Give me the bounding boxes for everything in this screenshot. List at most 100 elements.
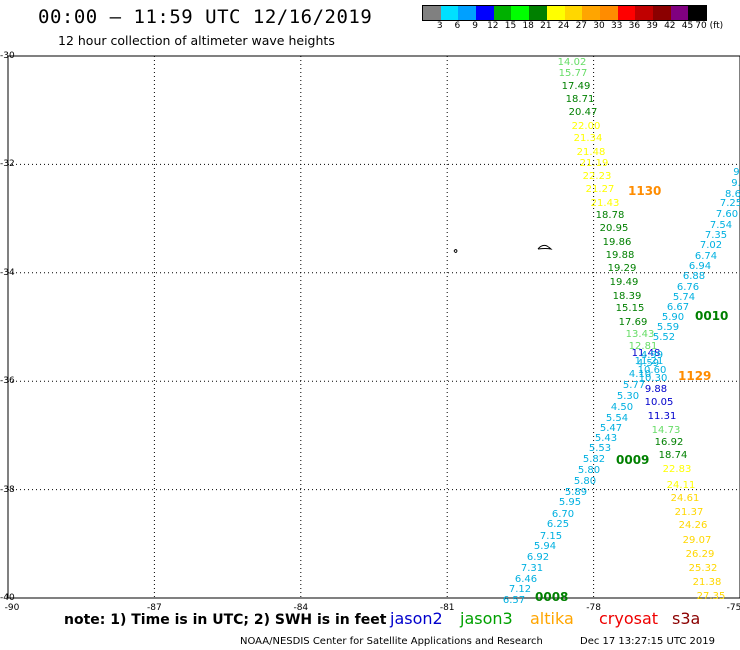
wave-height-value: 5.59: [656, 322, 680, 333]
legend-swatch: [564, 6, 583, 20]
wave-height-value: 22.83: [662, 464, 692, 475]
wave-height-value: 9.: [731, 178, 740, 189]
lon-label: -84: [293, 603, 309, 613]
wave-height-value: 5.43: [594, 433, 618, 444]
wave-height-value: 18.74: [658, 450, 688, 461]
wave-height-value: 5.77: [622, 380, 646, 391]
wave-height-value: 5.30: [616, 391, 640, 402]
wave-height-value: 20.95: [599, 223, 629, 234]
lon-label: -81: [439, 603, 455, 613]
wave-height-value: 5.74: [672, 292, 696, 303]
wave-height-value: 5.52: [652, 332, 676, 343]
wave-height-value: 7.02: [699, 240, 723, 251]
wave-height-value: 5.80: [573, 476, 597, 487]
wave-height-value: 9.88: [644, 384, 668, 395]
footer-note: note: 1) Time is in UTC; 2) SWH is in fe…: [64, 612, 387, 628]
wave-height-value: 6.57: [502, 595, 526, 606]
legend-swatch: [529, 6, 547, 20]
wave-height-value: 24.61: [670, 493, 700, 504]
legend-swatch: [652, 6, 671, 20]
map-title: 00:00 – 11:59 UTC 12/16/2019: [38, 6, 373, 28]
wave-height-value: 7.60: [715, 209, 739, 220]
wave-height-value: 5.53: [588, 443, 612, 454]
wave-height-value: 19.88: [605, 250, 635, 261]
legend-swatch: [493, 6, 512, 20]
wave-height-value: 5.80: [577, 465, 601, 476]
map-subtitle: 12 hour collection of altimeter wave hei…: [58, 33, 335, 48]
wave-height-value: 4.50: [610, 402, 634, 413]
lon-label: -75: [726, 603, 740, 613]
lat-label: -36: [0, 376, 15, 387]
wave-height-value: 17.69: [618, 317, 648, 328]
wave-height-value: 26.29: [685, 549, 715, 560]
time-label: 0008: [535, 590, 569, 604]
legend-label: 30: [593, 21, 605, 31]
wave-height-value: 21.37: [674, 507, 704, 518]
wave-height-value: 5.95: [558, 497, 582, 508]
legend-label: 24: [557, 21, 570, 31]
wave-height-value: 7.35: [704, 230, 728, 241]
wave-height-value: 8.6: [725, 189, 740, 200]
color-legend: [422, 5, 707, 21]
wave-height-value: 7.15: [539, 531, 563, 542]
wave-height-value: 14.73: [651, 425, 681, 436]
wave-height-value: 6.76: [676, 282, 700, 293]
island-shape: [453, 249, 458, 253]
wave-height-value: 7.54: [709, 220, 733, 231]
wave-height-value: 5.82: [582, 454, 606, 465]
wave-height-value: 11.31: [647, 411, 677, 422]
lat-label: -40: [0, 593, 15, 603]
legend-label: 9: [472, 21, 478, 31]
wave-height-value: 18.78: [595, 210, 625, 221]
wave-height-value: 6.46: [514, 574, 538, 585]
map-grid: [7, 55, 740, 599]
legend-label: 18: [522, 21, 534, 31]
wave-height-value: 15.77: [558, 68, 588, 79]
wave-height-value: 21.19: [579, 158, 609, 169]
satellite-legend-item: jason3: [460, 609, 513, 628]
footer-timestamp: Dec 17 13:27:15 UTC 2019: [580, 636, 715, 647]
time-label: 1129: [678, 369, 712, 383]
wave-height-value: 11.21: [634, 356, 664, 367]
wave-height-value: 19.49: [609, 277, 639, 288]
legend-label: 39: [646, 21, 658, 31]
wave-height-value: 21.48: [576, 147, 606, 158]
legend-swatch: [423, 6, 441, 20]
wave-height-value: 24.26: [678, 520, 708, 531]
legend-label: 27: [575, 21, 588, 31]
legend-swatch: [670, 6, 689, 20]
wave-height-value: 22.23: [582, 171, 612, 182]
map-plot-area[interactable]: [7, 55, 740, 599]
legend-swatch: [688, 6, 706, 20]
map-frame: [7, 55, 740, 599]
satellite-legend-item: jason2: [390, 609, 443, 628]
lon-label: -87: [147, 603, 162, 613]
wave-height-value: 4.59: [636, 358, 660, 369]
legend-swatch: [546, 6, 565, 20]
wave-height-value: 9.: [733, 167, 740, 178]
legend-label: 21: [540, 21, 552, 31]
legend-label: 42: [664, 21, 676, 31]
lat-label: -34: [0, 267, 15, 278]
wave-height-value: 14.02: [557, 57, 587, 68]
wave-height-value: 21.27: [585, 184, 615, 195]
legend-swatch: [617, 6, 636, 20]
wave-height-value: 6.74: [694, 251, 718, 262]
wave-height-value: 5.89: [564, 487, 588, 498]
legend-swatch: [440, 6, 459, 20]
satellite-legend-item: altika: [530, 609, 574, 628]
legend-swatch: [582, 6, 600, 20]
wave-height-value: 5.47: [599, 423, 623, 434]
wave-height-value: 7.12: [508, 584, 532, 595]
wave-height-value: 10.60: [637, 365, 667, 376]
wave-height-value: 6.92: [526, 552, 550, 563]
wave-height-value: 16.92: [654, 437, 684, 448]
wave-height-value: 6.70: [551, 509, 575, 520]
wave-height-value: 27.35: [696, 591, 726, 602]
wave-height-value: 21.34: [573, 133, 603, 144]
wave-height-value: 19.86: [602, 237, 632, 248]
wave-height-value: 6.88: [682, 271, 706, 282]
legend-swatch: [458, 6, 477, 20]
wave-height-value: 21.43: [590, 198, 620, 209]
footer-credit: NOAA/NESDIS Center for Satellite Applica…: [240, 636, 543, 647]
